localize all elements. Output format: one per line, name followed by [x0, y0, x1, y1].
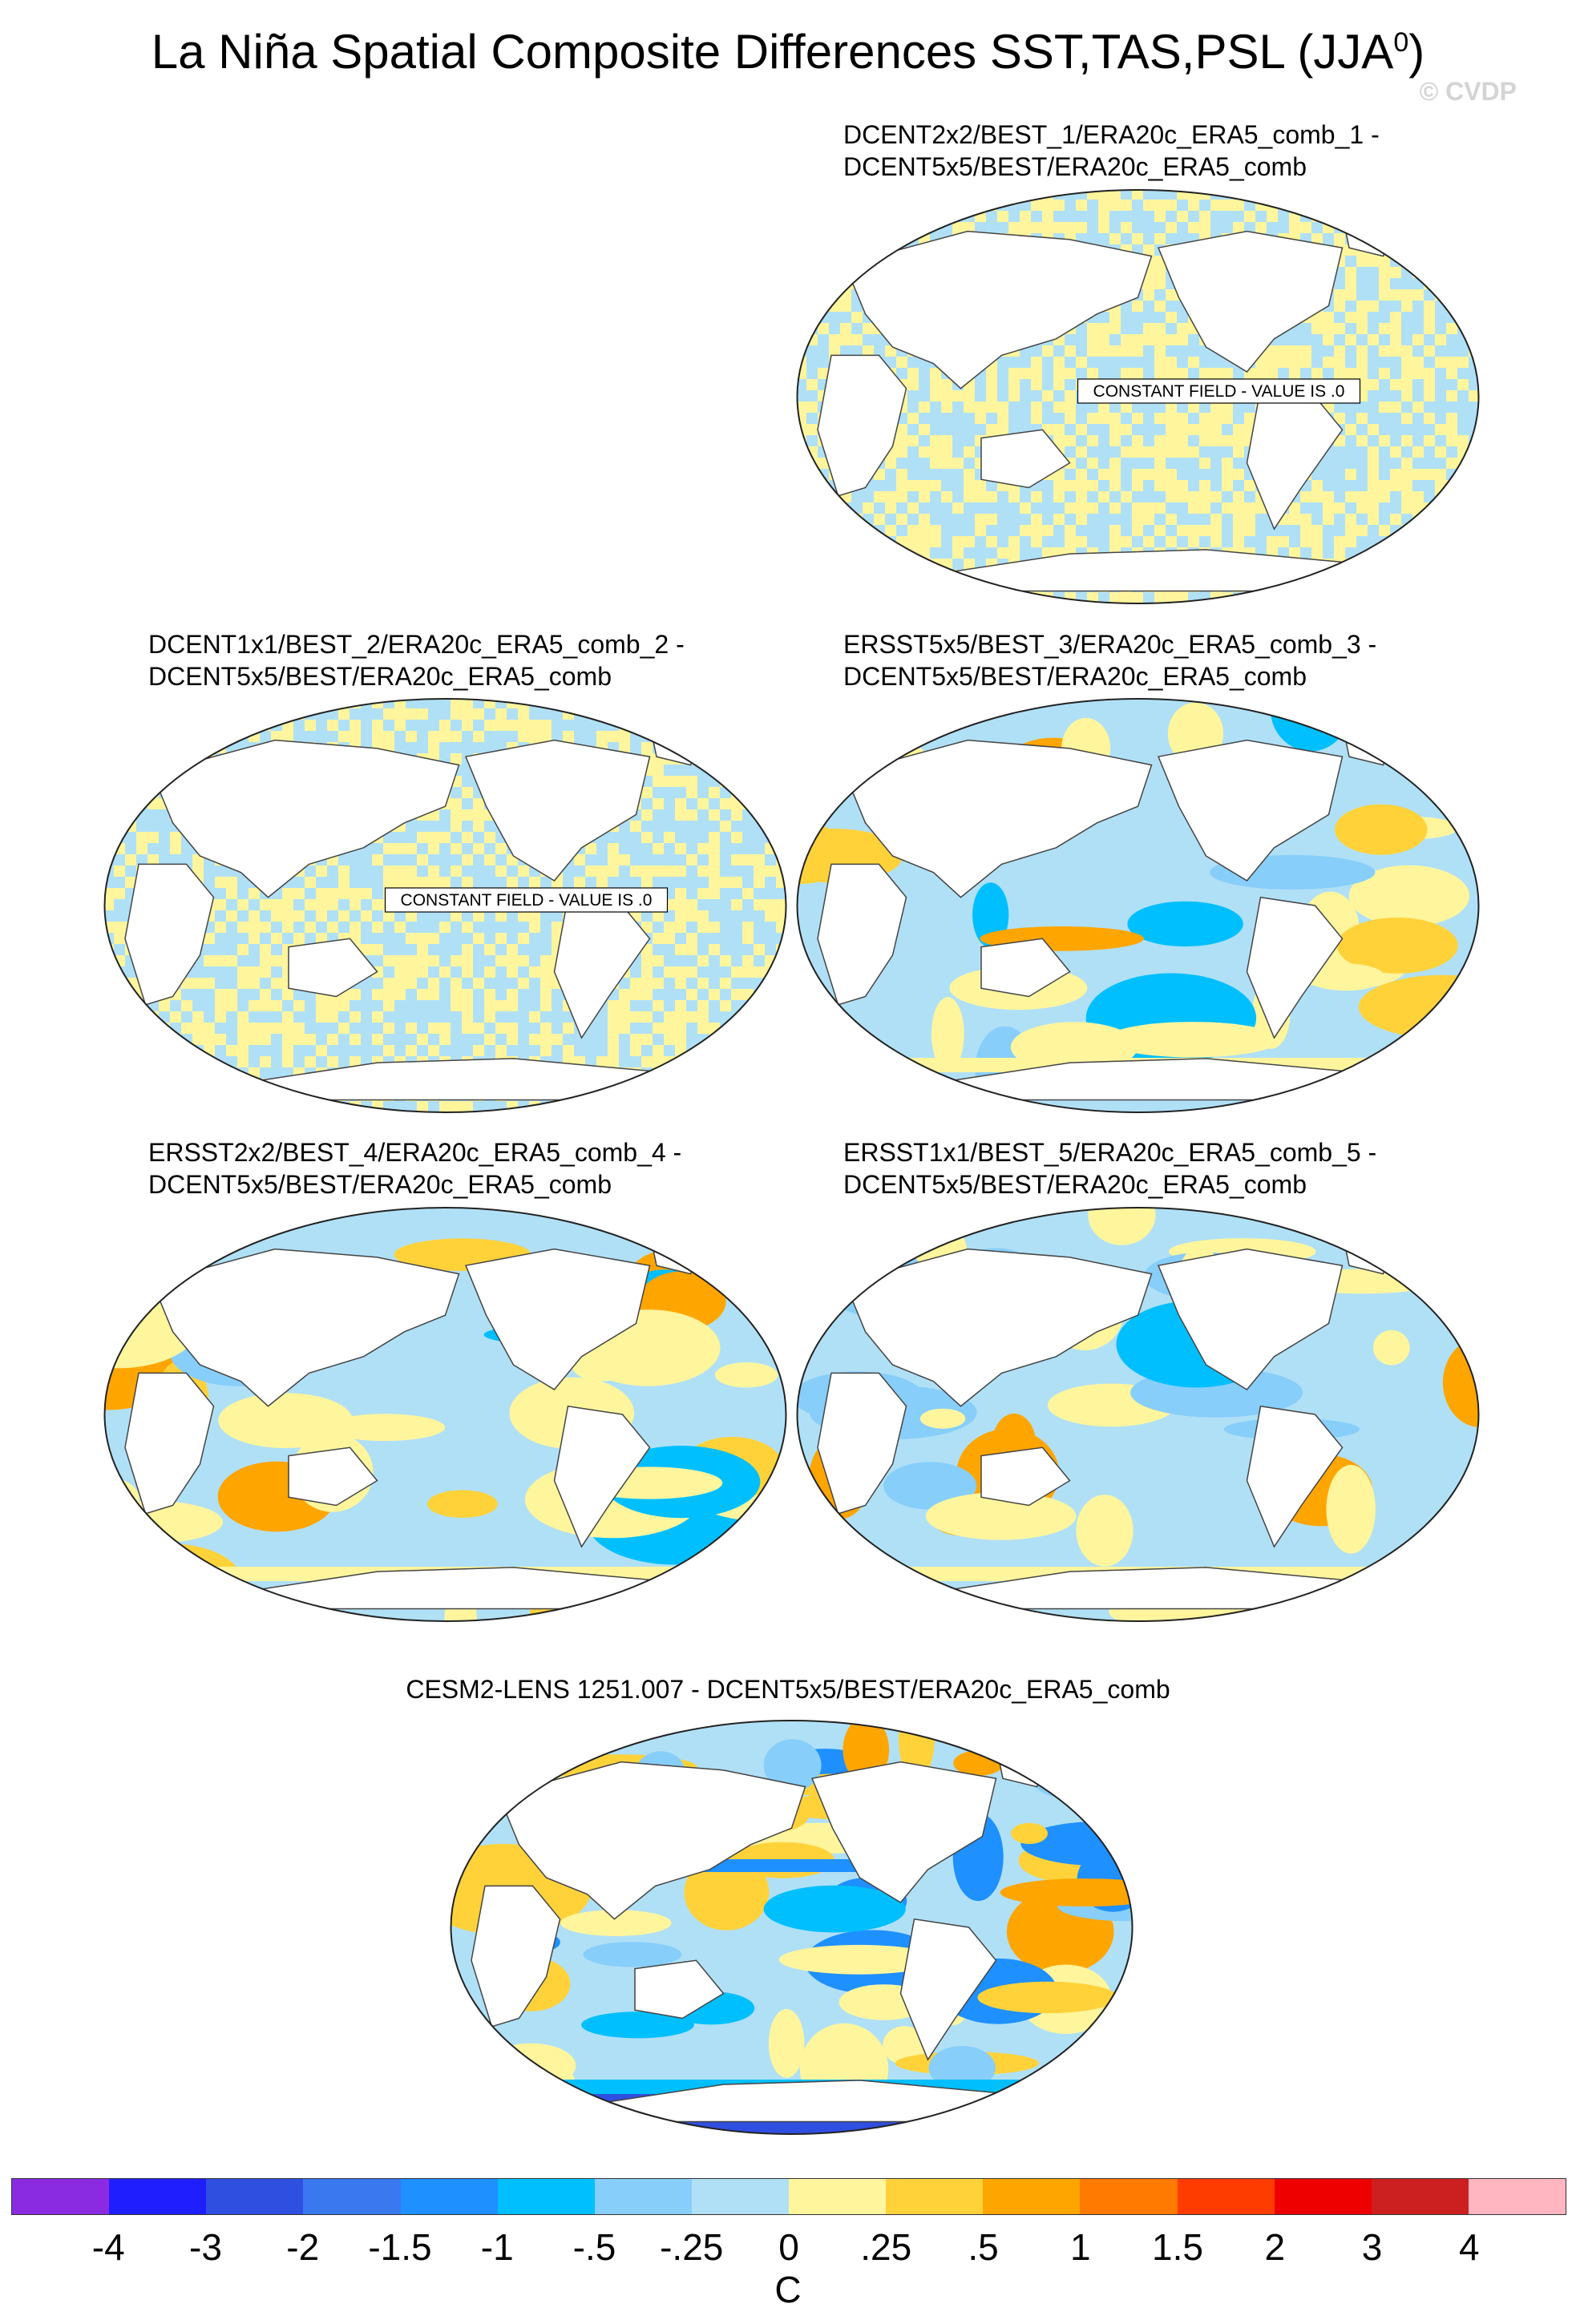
- colorbar-segment: [1371, 2179, 1469, 2214]
- panel-1-map: CONSTANT FIELD - VALUE IS .0: [796, 189, 1480, 604]
- colorbar-tick-label: -2: [286, 2226, 320, 2268]
- colorbar-tick-label: 3: [1361, 2226, 1383, 2268]
- colorbar-segment: [1468, 2179, 1566, 2214]
- cvdp-watermark: © CVDP: [1419, 77, 1517, 106]
- colorbar-tick-label: -3: [189, 2226, 222, 2268]
- colorbar-tick-label: .25: [860, 2226, 912, 2268]
- colorbar-tick-label: -4: [91, 2226, 125, 2268]
- colorbar-tick-label: .5: [968, 2226, 999, 2268]
- colorbar-tick-label: 0: [778, 2226, 799, 2268]
- colorbar-tick-label: -.5: [572, 2226, 616, 2268]
- colorbar-segment: [886, 2179, 984, 2214]
- constant-field-note: CONSTANT FIELD - VALUE IS .0: [1093, 382, 1345, 401]
- colorbar-segment: [206, 2179, 304, 2214]
- colorbar-tick-label: 4: [1458, 2226, 1480, 2268]
- panel-4-map: [103, 1207, 787, 1622]
- panel-3-map: [796, 698, 1480, 1113]
- colorbar-segment: [303, 2179, 401, 2214]
- panel-6-map: [450, 1720, 1134, 2135]
- panel-5-map: [796, 1207, 1480, 1622]
- colorbar-segment: [12, 2179, 110, 2214]
- colorbar-segment: [594, 2179, 692, 2214]
- colorbar-segment: [983, 2179, 1081, 2214]
- colorbar-tick-label: -1.5: [368, 2226, 432, 2268]
- colorbar-tick-label: 1: [1069, 2226, 1091, 2268]
- constant-field-note: CONSTANT FIELD - VALUE IS .0: [401, 891, 653, 910]
- colorbar-segment: [1177, 2179, 1275, 2214]
- colorbar-segment: [789, 2179, 887, 2214]
- colorbar-units: C: [774, 2269, 802, 2310]
- panel-3-label: ERSST5x5/BEST_3/ERA20c_ERA5_comb_3 - DCEN…: [843, 630, 1377, 691]
- panel-4-label: ERSST2x2/BEST_4/ERA20c_ERA5_comb_4 - DCEN…: [148, 1138, 682, 1199]
- figure-title: La Niña Spatial Composite Differences SS…: [151, 25, 1425, 79]
- colorbar-segment: [400, 2179, 498, 2214]
- colorbar-tick-label: 1.5: [1152, 2226, 1203, 2268]
- colorbar-segment: [497, 2179, 595, 2214]
- panel-5-label: ERSST1x1/BEST_5/ERA20c_ERA5_comb_5 - DCEN…: [843, 1138, 1377, 1199]
- colorbar-tick-label: -.25: [660, 2226, 724, 2268]
- panel-2-map: CONSTANT FIELD - VALUE IS .0: [103, 698, 787, 1113]
- panel-1-label: DCENT2x2/BEST_1/ERA20c_ERA5_comb_1 - DCEN…: [843, 120, 1380, 181]
- colorbar: [11, 2178, 1566, 2215]
- colorbar-segment: [1080, 2179, 1178, 2214]
- colorbar-tick-label: -1: [480, 2226, 514, 2268]
- panel-2-label: DCENT1x1/BEST_2/ERA20c_ERA5_comb_2 - DCEN…: [148, 630, 685, 691]
- colorbar-segment: [691, 2179, 789, 2214]
- colorbar-tick-label: 2: [1264, 2226, 1286, 2268]
- colorbar-segment: [109, 2179, 207, 2214]
- panel-6-label: CESM2-LENS 1251.007 - DCENT5x5/BEST/ERA2…: [406, 1675, 1170, 1704]
- colorbar-segment: [1274, 2179, 1372, 2214]
